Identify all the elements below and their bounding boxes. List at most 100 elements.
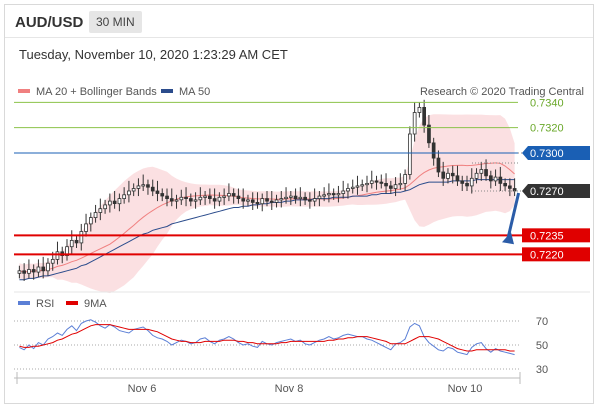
candle-body xyxy=(441,171,446,179)
x-tick-nov-10: Nov 10 xyxy=(448,383,483,395)
candle-body xyxy=(360,184,365,187)
candle-body xyxy=(455,175,460,182)
candle-body xyxy=(236,195,241,200)
legend-label-ma20: MA 20 + Bollinger Bands xyxy=(36,86,157,98)
candle-body xyxy=(46,262,50,272)
candle-body xyxy=(493,176,498,182)
candle-body xyxy=(331,193,336,196)
legend-swatch-ma20 xyxy=(18,89,30,93)
candle-body xyxy=(36,266,41,273)
forecast-arrow-head xyxy=(502,232,514,245)
candle-body xyxy=(241,198,246,202)
legend-swatch-rsi xyxy=(18,301,30,305)
candle-body xyxy=(184,196,188,200)
legend-label-rsi: RSI xyxy=(36,298,54,310)
rsi-tick-30: 30 xyxy=(536,364,548,376)
candle-body xyxy=(312,198,317,202)
candle-body xyxy=(255,201,260,205)
level-0-7235-label: 0.7235 xyxy=(530,230,564,242)
candle-body xyxy=(203,195,207,198)
level-0-7220-tag xyxy=(522,247,590,262)
widget-header: AUD/USD 30 MIN xyxy=(5,5,593,38)
candle-body xyxy=(384,182,388,187)
legend-label-ma50: MA 50 xyxy=(179,86,210,98)
candle-body xyxy=(507,185,512,189)
candle-body xyxy=(146,184,150,188)
candle-body xyxy=(136,185,141,189)
candle-body xyxy=(284,196,288,200)
candle-body xyxy=(374,180,379,183)
candle-body xyxy=(427,124,431,144)
candle-body xyxy=(222,195,226,198)
candle-body xyxy=(112,200,117,205)
candle-body xyxy=(89,217,93,225)
candle-body xyxy=(79,231,84,244)
candle-body xyxy=(165,195,169,200)
candle-body xyxy=(479,169,484,174)
candle-body xyxy=(93,212,98,218)
candle-body xyxy=(17,270,22,274)
credit-text: Research © 2020 Trading Central xyxy=(420,86,584,98)
candle-body xyxy=(503,182,508,187)
candle-body xyxy=(122,194,126,200)
candle-body xyxy=(212,198,217,202)
candle-body xyxy=(369,180,374,184)
candle-body xyxy=(460,180,465,184)
timeframe-badge[interactable]: 30 MIN xyxy=(89,11,142,33)
candle-body xyxy=(474,172,479,179)
candle-body xyxy=(298,196,303,200)
candle-body xyxy=(407,133,412,175)
candle-body xyxy=(127,190,131,196)
candle-body xyxy=(336,193,341,196)
level-0-7340-label: 0.7340 xyxy=(530,97,564,109)
level-0-7320-label: 0.7320 xyxy=(530,123,564,135)
candle-body xyxy=(50,258,55,264)
x-tick-nov-6: Nov 6 xyxy=(128,383,157,395)
candle-body xyxy=(422,107,427,126)
candle-body xyxy=(41,266,46,272)
candle-body xyxy=(260,198,265,205)
candle-body xyxy=(412,112,417,135)
candle-body xyxy=(388,185,393,189)
candle-body xyxy=(174,199,179,202)
candle-body xyxy=(69,239,74,248)
candle-body xyxy=(398,182,403,186)
candle-body xyxy=(250,199,255,203)
legend-swatch-ma50 xyxy=(161,89,173,93)
candle-body xyxy=(188,198,193,202)
candle-body xyxy=(265,198,269,202)
level-0-7270-label: 0.7270 xyxy=(530,186,564,198)
candle-body xyxy=(436,157,441,173)
candle-body xyxy=(403,174,408,184)
candle-body xyxy=(131,188,136,192)
candle-body xyxy=(322,194,327,197)
candle-body xyxy=(217,196,222,202)
candle-body xyxy=(317,195,322,200)
candle-body xyxy=(227,193,231,197)
rsi-ma-line xyxy=(19,324,515,352)
candle-body xyxy=(379,181,384,184)
candle-body xyxy=(31,269,36,273)
candle-body xyxy=(198,196,203,201)
candle-body xyxy=(84,223,88,232)
candle-body xyxy=(74,239,79,244)
candle-body xyxy=(117,198,122,205)
symbol-label: AUD/USD xyxy=(15,14,84,31)
candle-body xyxy=(465,182,469,187)
candle-body xyxy=(393,184,398,189)
candle-body xyxy=(355,185,360,188)
level-0-7235-tag xyxy=(522,228,590,243)
candle-body xyxy=(55,251,60,260)
candle-body xyxy=(350,186,355,189)
candle-body xyxy=(431,142,436,159)
timestamp: Tuesday, November 10, 2020 1:23:29 AM CE… xyxy=(19,47,288,62)
candle-body xyxy=(155,190,160,194)
candle-body xyxy=(417,107,422,113)
candle-body xyxy=(141,184,146,187)
candle-body xyxy=(98,208,103,213)
forecast-arrow-shaft xyxy=(506,192,521,239)
candle-body xyxy=(65,246,69,256)
candle-body xyxy=(179,196,184,201)
level-0-7300-tag xyxy=(522,146,590,160)
